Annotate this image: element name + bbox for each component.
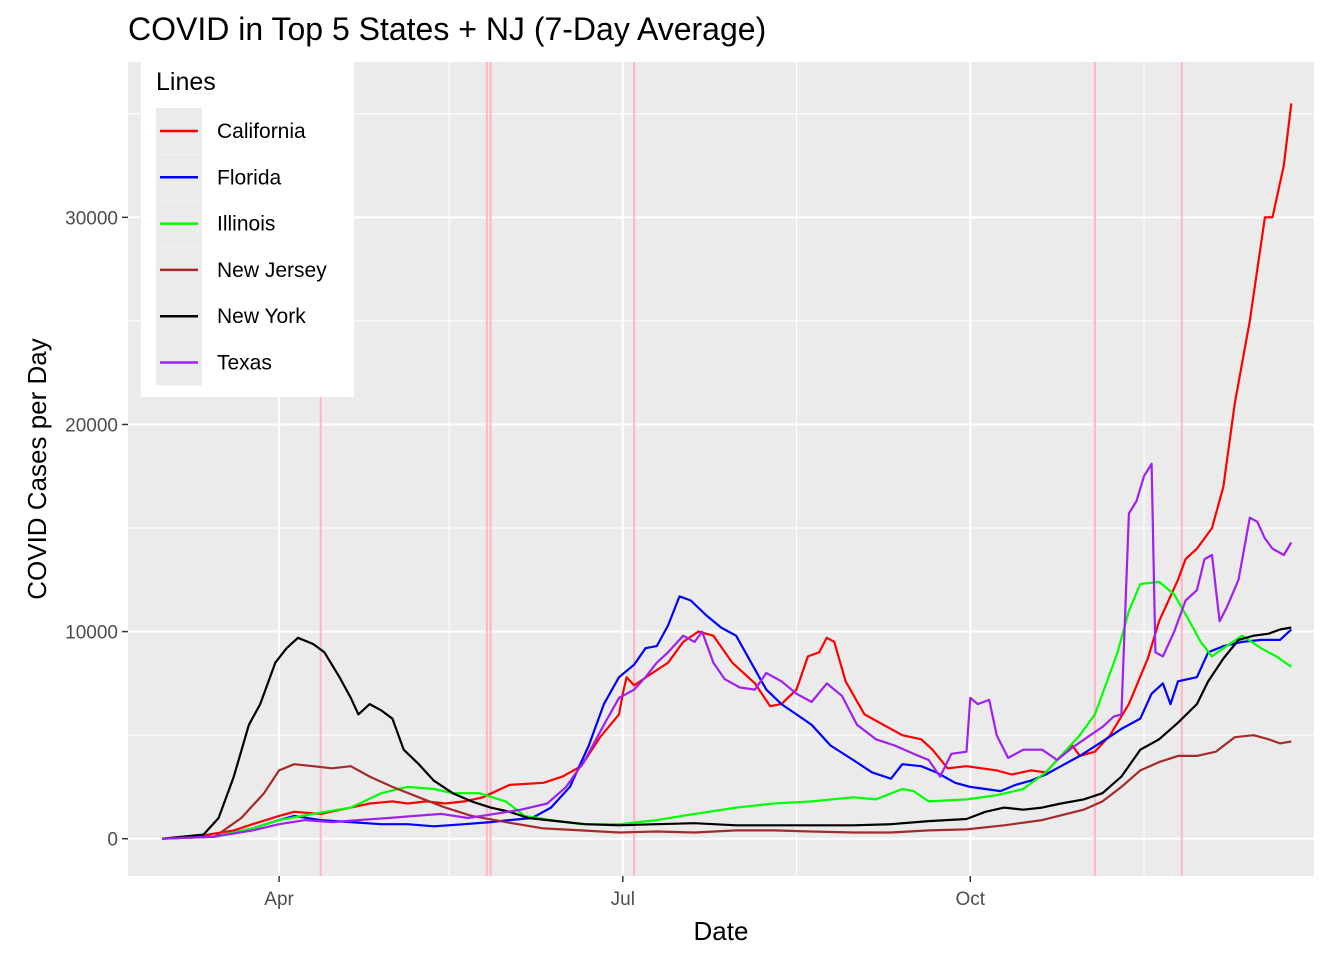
series-line-new-jersey — [161, 734, 1292, 840]
series-line-texas — [161, 462, 1293, 840]
reference-vlines — [319, 62, 1183, 876]
legend-item: Illinois — [156, 200, 275, 247]
y-tick-label: 10000 — [65, 623, 118, 644]
series-line-florida — [161, 595, 1293, 840]
legend-label: Illinois — [217, 213, 275, 236]
x-tick-label: Apr — [264, 889, 294, 910]
legend-item: Florida — [156, 154, 282, 201]
legend-label: New York — [217, 305, 306, 328]
y-axis-title: COVID Cases per Day — [22, 338, 52, 600]
y-tick-label: 20000 — [65, 415, 118, 436]
x-axis: Apr Jul Oct — [264, 876, 986, 910]
y-tick-label: 30000 — [65, 208, 118, 229]
legend-label: New Jersey — [217, 259, 327, 282]
legend-label: California — [217, 120, 306, 143]
y-tick-label: 0 — [107, 830, 118, 851]
y-axis: 0 10000 20000 30000 — [65, 208, 128, 851]
x-tick-label: Oct — [956, 889, 986, 910]
legend-items: California Florida Illinois New Jersey New Y… — [156, 108, 327, 386]
legend-label: Florida — [217, 166, 282, 189]
legend: Lines California Florida Illinois New Jerse… — [141, 62, 354, 397]
series-layer — [161, 103, 1293, 840]
legend-item: New York — [156, 293, 306, 340]
series-line-illinois — [161, 580, 1292, 840]
legend-item: Texas — [156, 339, 272, 386]
legend-item: New Jersey — [156, 246, 327, 293]
series-line-california — [161, 103, 1293, 840]
legend-label: Texas — [217, 352, 272, 375]
legend-title: Lines — [156, 68, 216, 96]
x-tick-label: Jul — [611, 889, 635, 910]
series-line-new-york — [161, 626, 1292, 840]
x-axis-title: Date — [694, 916, 749, 946]
legend-item: California — [156, 108, 306, 154]
chart-title: COVID in Top 5 States + NJ (7-Day Averag… — [128, 11, 766, 47]
